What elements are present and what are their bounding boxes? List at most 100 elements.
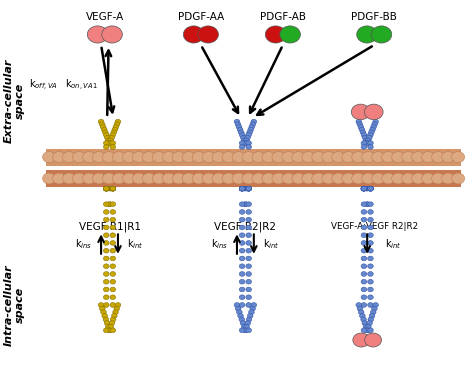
Circle shape	[250, 122, 255, 127]
Circle shape	[239, 202, 245, 207]
Circle shape	[237, 127, 243, 132]
Circle shape	[361, 141, 367, 145]
Circle shape	[107, 328, 112, 333]
Circle shape	[292, 152, 305, 163]
Circle shape	[110, 233, 116, 238]
Circle shape	[365, 324, 371, 329]
Circle shape	[421, 152, 435, 163]
Circle shape	[361, 186, 367, 191]
Circle shape	[246, 186, 252, 191]
Circle shape	[361, 133, 367, 137]
Circle shape	[243, 186, 248, 191]
Circle shape	[421, 173, 435, 184]
Circle shape	[103, 210, 109, 214]
Circle shape	[361, 328, 367, 333]
Text: Extra-cellular
space: Extra-cellular space	[4, 58, 25, 143]
Circle shape	[103, 317, 109, 322]
Circle shape	[63, 173, 76, 184]
Text: VEGF-A: VEGF-A	[86, 12, 124, 22]
Circle shape	[202, 173, 215, 184]
Circle shape	[110, 217, 116, 222]
Circle shape	[111, 130, 117, 135]
Circle shape	[370, 127, 375, 132]
Circle shape	[272, 173, 285, 184]
Text: VEGF-A:VEGF R2|R2: VEGF-A:VEGF R2|R2	[331, 222, 418, 230]
Circle shape	[243, 328, 248, 333]
Circle shape	[82, 152, 96, 163]
Circle shape	[361, 186, 367, 191]
Circle shape	[248, 127, 254, 132]
Circle shape	[282, 152, 295, 163]
Circle shape	[103, 186, 109, 191]
Text: VEGF R1|R1: VEGF R1|R1	[79, 222, 140, 232]
Circle shape	[202, 152, 215, 163]
Circle shape	[365, 328, 370, 333]
Circle shape	[102, 314, 108, 318]
Circle shape	[110, 186, 116, 191]
Circle shape	[368, 210, 374, 214]
Text: VEGF R2|R2: VEGF R2|R2	[214, 222, 276, 232]
Circle shape	[302, 173, 315, 184]
Circle shape	[246, 141, 252, 145]
Circle shape	[236, 125, 242, 129]
Circle shape	[110, 133, 116, 137]
Circle shape	[365, 141, 370, 145]
Circle shape	[122, 152, 136, 163]
Circle shape	[222, 173, 235, 184]
Circle shape	[272, 152, 285, 163]
Circle shape	[246, 186, 252, 191]
Circle shape	[361, 186, 367, 191]
Circle shape	[101, 127, 107, 132]
Circle shape	[162, 173, 175, 184]
Circle shape	[246, 249, 252, 253]
Circle shape	[248, 310, 254, 314]
Circle shape	[239, 141, 245, 145]
Circle shape	[110, 186, 116, 191]
Circle shape	[382, 173, 395, 184]
Circle shape	[359, 127, 365, 132]
Circle shape	[365, 186, 370, 191]
Circle shape	[102, 173, 116, 184]
Circle shape	[246, 256, 252, 261]
Circle shape	[110, 186, 116, 191]
Circle shape	[372, 173, 385, 184]
Circle shape	[110, 264, 116, 269]
Circle shape	[110, 186, 116, 191]
Circle shape	[452, 152, 465, 163]
Circle shape	[110, 241, 116, 245]
Circle shape	[361, 186, 367, 191]
Circle shape	[365, 202, 370, 207]
Circle shape	[110, 279, 116, 284]
Circle shape	[103, 186, 109, 191]
Circle shape	[112, 127, 118, 132]
Circle shape	[361, 241, 367, 245]
Circle shape	[372, 122, 377, 127]
Circle shape	[367, 321, 373, 325]
Circle shape	[103, 287, 109, 292]
Circle shape	[87, 26, 108, 43]
Circle shape	[251, 303, 256, 307]
Circle shape	[102, 130, 108, 135]
Circle shape	[239, 328, 245, 333]
Circle shape	[103, 279, 109, 284]
Circle shape	[332, 173, 345, 184]
Circle shape	[172, 173, 185, 184]
Circle shape	[332, 152, 345, 163]
Circle shape	[103, 186, 109, 191]
Circle shape	[368, 141, 374, 145]
Circle shape	[212, 152, 225, 163]
Circle shape	[106, 138, 111, 143]
Circle shape	[132, 152, 146, 163]
Circle shape	[114, 306, 119, 311]
Circle shape	[392, 152, 405, 163]
Circle shape	[103, 233, 109, 238]
Circle shape	[365, 328, 370, 333]
Circle shape	[192, 173, 205, 184]
Circle shape	[361, 317, 366, 322]
Circle shape	[441, 152, 455, 163]
Circle shape	[361, 145, 367, 149]
Circle shape	[152, 173, 165, 184]
Circle shape	[239, 186, 245, 191]
Circle shape	[107, 328, 112, 333]
Circle shape	[368, 186, 374, 191]
